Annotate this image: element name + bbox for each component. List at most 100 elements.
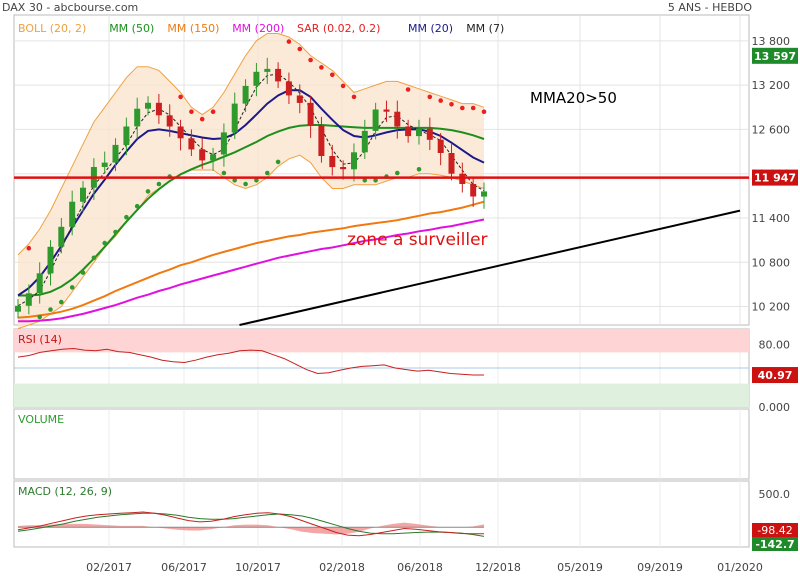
candle-body: [448, 153, 455, 174]
sar-dot: [210, 109, 216, 114]
candle-body: [394, 111, 401, 127]
bollinger-upper-line: [17, 33, 485, 256]
candle-body: [188, 138, 195, 150]
macd-line: [17, 511, 485, 537]
candle-body: [58, 226, 65, 247]
sar-dot: [373, 178, 378, 183]
rsi-layer: 80.00 0.000 40.97: [14, 329, 798, 414]
price-legend: BOLL (20, 2) MM (50) MM (150) MM (200) SAR (…: [18, 22, 504, 35]
time-tick-label: 06/2017: [161, 561, 207, 574]
time-tick-label: 06/2018: [397, 561, 443, 574]
candle-body: [101, 162, 108, 167]
sar-dot: [156, 181, 162, 187]
candle-body: [340, 167, 347, 170]
time-tick-label: 05/2019: [557, 561, 603, 574]
rsi-last-label-box: [752, 367, 798, 384]
candle-body: [372, 109, 379, 131]
macd-last-label-box: [752, 523, 798, 537]
macd-histogram: [18, 522, 484, 535]
time-tick-label: 02/2017: [86, 561, 132, 574]
sar-dot: [26, 245, 32, 251]
macd-tick-label: 500.0: [759, 488, 791, 501]
candle-body: [47, 246, 54, 274]
sar-dot: [134, 203, 140, 209]
sar-dot: [395, 170, 400, 176]
sar-dot: [199, 116, 205, 122]
mm200-line: [18, 218, 485, 323]
candle-body: [177, 126, 184, 139]
candle-body: [318, 125, 325, 156]
candle-body: [329, 156, 336, 168]
sar-dot: [470, 105, 476, 111]
candle-body: [15, 305, 21, 312]
mm150-line: [17, 200, 485, 319]
time-tick-label: 12/2018: [475, 561, 521, 574]
volume-title: VOLUME: [18, 413, 64, 426]
sar-dot: [91, 255, 97, 261]
sar-dot: [438, 98, 444, 103]
candle-body: [296, 95, 303, 103]
high-price-label: 13 597: [754, 50, 796, 63]
candle-body: [275, 68, 282, 82]
annotation-zone: zone a surveiller: [347, 230, 488, 250]
sar-dot: [69, 285, 75, 290]
price-layer: [14, 33, 749, 330]
candle-body: [470, 184, 477, 197]
candle-body: [383, 109, 390, 112]
legend-item-4: SAR (0.02, 0.2): [297, 22, 380, 35]
legend-item-0: BOLL (20, 2): [18, 22, 86, 35]
price-tick-label: 13 800: [752, 35, 791, 48]
sar-dot: [275, 159, 281, 165]
price-tick-label: 10 200: [752, 301, 791, 314]
sar-dot: [405, 87, 411, 92]
macd-signal-last-label: -142.7: [755, 538, 794, 551]
price-tick-label: 12 600: [752, 123, 791, 136]
candle-body: [231, 103, 238, 133]
sar-dot: [113, 229, 118, 235]
chart-header-period: 5 ANS - HEBDO: [668, 1, 752, 14]
candle-body: [134, 108, 141, 127]
last-price-label-box: [752, 169, 798, 186]
macd-signal-line: [17, 512, 485, 537]
sar-dot: [416, 167, 422, 172]
candle-body: [155, 102, 162, 116]
sar-dot: [286, 39, 292, 44]
price-panel-frame: [13, 14, 750, 326]
annotation-mma: MMA20>50: [530, 89, 617, 107]
candle-body: [351, 152, 357, 170]
rsi-overbought-band: [14, 329, 749, 353]
time-axis: 02/2017 06/2017 10/2017 02/2018 06/2018 12/20…: [86, 561, 763, 574]
candle-body: [307, 102, 314, 126]
candle-body: [166, 115, 173, 127]
rsi-line: [17, 347, 484, 376]
macd-panel-frame: [13, 480, 750, 548]
rsi-oversold-band: [14, 383, 749, 407]
candle-body: [242, 85, 249, 104]
sar-dot: [102, 240, 107, 246]
sar-dot: [189, 109, 194, 114]
candle-body: [416, 128, 422, 137]
candle-body: [80, 187, 86, 202]
price-tick-label: 10 800: [752, 256, 791, 269]
sar-dot: [59, 299, 64, 305]
trend-line: [239, 209, 741, 326]
sar-dot: [330, 72, 335, 78]
high-price-label-box: [752, 47, 798, 64]
candle-body: [112, 144, 119, 163]
candle-body: [36, 273, 43, 294]
sar-dot: [319, 65, 324, 70]
candle-body: [123, 126, 130, 145]
legend-item-2: MM (150): [167, 22, 219, 35]
sar-dot: [80, 270, 86, 275]
candle-body: [145, 102, 151, 109]
candle-body: [199, 149, 206, 161]
candle-body: [361, 130, 368, 153]
sar-dot: [232, 178, 237, 183]
legend-item-5: MM (20): [408, 22, 453, 35]
sar-dot: [460, 105, 465, 111]
time-tick-label: 01/2020: [717, 561, 763, 574]
time-tick-label: 09/2019: [637, 561, 683, 574]
